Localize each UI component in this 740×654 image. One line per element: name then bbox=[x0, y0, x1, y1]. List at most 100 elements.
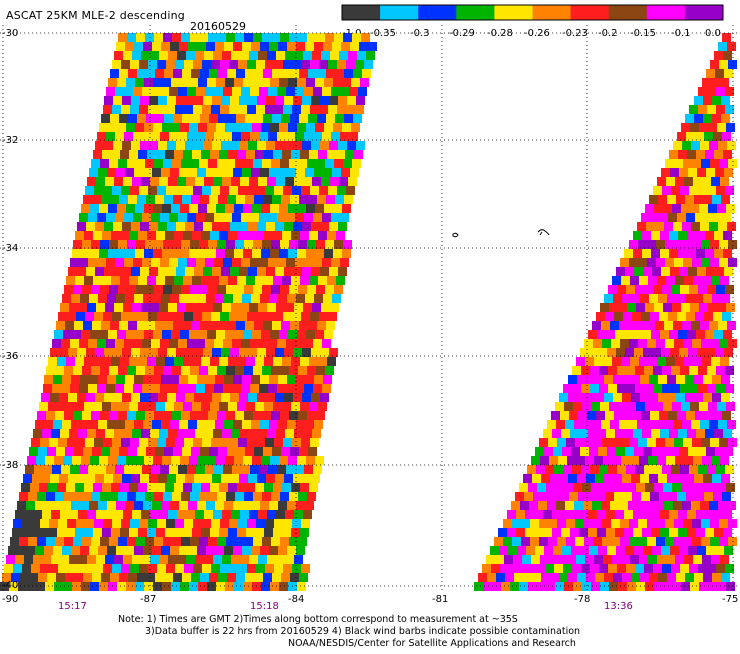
data-cell bbox=[301, 519, 310, 528]
data-cell bbox=[126, 78, 135, 87]
data-cell bbox=[260, 294, 269, 303]
data-cell bbox=[67, 519, 76, 528]
data-cell bbox=[180, 582, 189, 591]
data-cell bbox=[114, 555, 123, 564]
data-cell bbox=[239, 348, 248, 357]
data-cell bbox=[552, 528, 561, 537]
data-cell bbox=[129, 528, 138, 537]
data-cell bbox=[320, 348, 329, 357]
data-cell bbox=[313, 465, 322, 474]
data-cell bbox=[102, 528, 111, 537]
data-cell bbox=[328, 105, 337, 114]
data-cell bbox=[636, 483, 645, 492]
data-cell bbox=[185, 474, 194, 483]
data-cell bbox=[89, 294, 98, 303]
data-cell bbox=[615, 528, 624, 537]
data-cell bbox=[240, 177, 249, 186]
data-cell bbox=[205, 132, 214, 141]
data-cell bbox=[134, 420, 143, 429]
data-cell bbox=[222, 303, 231, 312]
data-cell bbox=[721, 96, 730, 105]
data-cell bbox=[243, 456, 252, 465]
data-cell bbox=[136, 492, 145, 501]
data-cell bbox=[290, 114, 299, 123]
data-cell bbox=[508, 546, 517, 555]
data-cell bbox=[237, 402, 246, 411]
data-cell bbox=[182, 195, 191, 204]
data-cell bbox=[606, 528, 615, 537]
data-cell bbox=[216, 204, 225, 213]
data-cell bbox=[203, 393, 212, 402]
data-cell bbox=[154, 285, 163, 294]
data-cell bbox=[343, 33, 352, 42]
swath-left bbox=[0, 33, 377, 591]
data-cell bbox=[279, 582, 288, 591]
data-cell bbox=[103, 186, 112, 195]
data-cell bbox=[112, 186, 121, 195]
data-cell bbox=[639, 357, 648, 366]
data-cell bbox=[178, 384, 187, 393]
data-cell bbox=[261, 123, 270, 132]
data-cell bbox=[192, 150, 201, 159]
data-cell bbox=[280, 33, 289, 42]
data-cell bbox=[122, 393, 131, 402]
data-cell bbox=[117, 204, 126, 213]
data-cell bbox=[270, 456, 279, 465]
data-cell bbox=[260, 546, 269, 555]
data-cell bbox=[161, 546, 170, 555]
data-cell bbox=[120, 231, 129, 240]
data-cell bbox=[141, 177, 150, 186]
data-cell bbox=[192, 528, 201, 537]
data-cell bbox=[174, 402, 183, 411]
data-cell bbox=[122, 222, 131, 231]
data-cell bbox=[81, 582, 90, 591]
data-cell bbox=[638, 258, 647, 267]
data-cell bbox=[613, 375, 622, 384]
data-cell bbox=[113, 267, 122, 276]
data-cell bbox=[532, 474, 541, 483]
data-cell bbox=[706, 168, 715, 177]
data-cell bbox=[314, 168, 323, 177]
map-title: ASCAT 25KM MLE-2 descending bbox=[6, 9, 185, 22]
data-cell bbox=[239, 222, 248, 231]
data-cell bbox=[104, 222, 113, 231]
data-cell bbox=[80, 546, 89, 555]
data-cell bbox=[81, 204, 90, 213]
data-cell bbox=[255, 528, 264, 537]
data-cell bbox=[86, 348, 95, 357]
data-cell bbox=[675, 357, 684, 366]
data-cell bbox=[256, 438, 265, 447]
data-cell bbox=[121, 186, 130, 195]
data-cell bbox=[691, 222, 700, 231]
data-cell bbox=[654, 483, 663, 492]
data-cell bbox=[154, 240, 163, 249]
data-cell bbox=[60, 303, 69, 312]
data-cell bbox=[233, 294, 242, 303]
data-cell bbox=[106, 87, 115, 96]
data-cell bbox=[703, 375, 712, 384]
data-cell bbox=[142, 87, 151, 96]
data-cell bbox=[129, 357, 138, 366]
data-cell bbox=[285, 51, 294, 60]
data-cell bbox=[255, 276, 264, 285]
data-cell bbox=[140, 222, 149, 231]
data-cell bbox=[140, 267, 149, 276]
data-cell bbox=[335, 69, 344, 78]
data-cell bbox=[323, 168, 332, 177]
data-cell bbox=[619, 501, 628, 510]
data-cell bbox=[638, 537, 647, 546]
data-cell bbox=[171, 249, 180, 258]
data-cell bbox=[144, 249, 153, 258]
data-cell bbox=[634, 447, 643, 456]
lat-tick-label: -36 bbox=[2, 351, 18, 362]
data-cell bbox=[319, 186, 328, 195]
data-cell bbox=[221, 96, 230, 105]
data-cell bbox=[638, 339, 647, 348]
data-cell bbox=[239, 141, 248, 150]
data-cell bbox=[109, 159, 118, 168]
data-cell bbox=[682, 501, 691, 510]
data-cell bbox=[83, 573, 92, 582]
lon-tick-label: -75 bbox=[722, 594, 738, 605]
data-cell bbox=[23, 474, 32, 483]
data-cell bbox=[327, 357, 336, 366]
